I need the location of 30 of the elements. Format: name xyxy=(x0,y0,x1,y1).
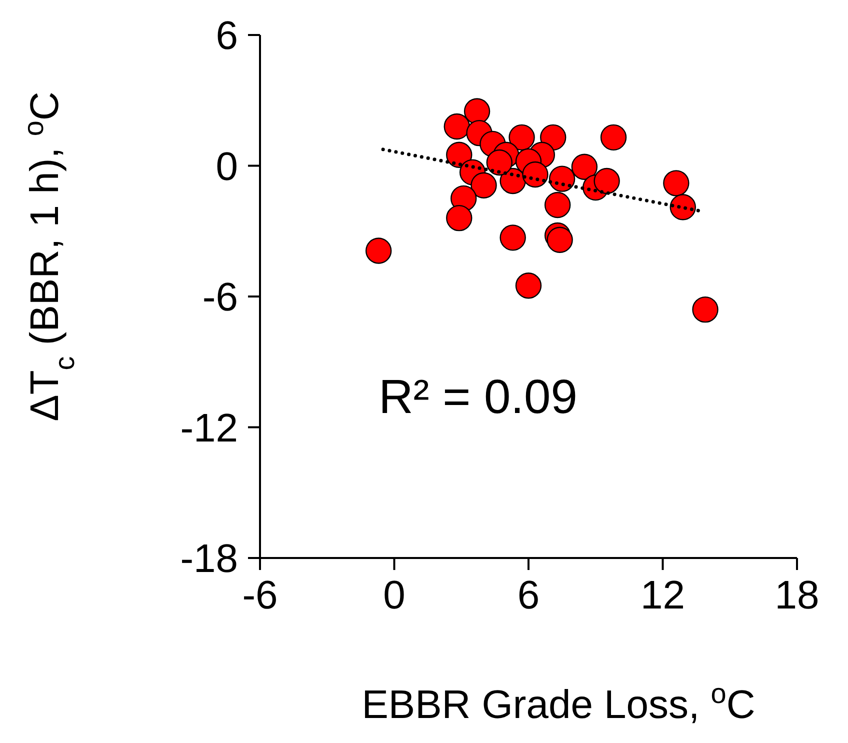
point xyxy=(470,172,497,198)
point xyxy=(548,166,576,192)
point xyxy=(594,168,620,194)
point xyxy=(522,161,548,188)
y-tick-label: -12 xyxy=(180,406,238,450)
x-tick-label: 12 xyxy=(640,573,685,618)
y-tick-label: 6 xyxy=(216,14,238,58)
point xyxy=(446,204,472,232)
point xyxy=(544,192,571,218)
point xyxy=(663,170,690,196)
point xyxy=(571,154,598,180)
x-axis-title: EBBR Grade Loss, $^{o}$C xyxy=(362,678,756,727)
y-tick-label: -6 xyxy=(202,276,238,320)
point xyxy=(464,98,490,124)
y-tick-label: -18 xyxy=(180,537,238,582)
x-tick-label: 18 xyxy=(774,573,820,618)
point xyxy=(486,149,513,176)
y-tick-label: 0 xyxy=(216,144,238,189)
annotation: R² = 0.09 xyxy=(378,371,578,424)
point xyxy=(670,194,696,220)
x-tick-label: 0 xyxy=(383,573,406,618)
x-tick-label: 6 xyxy=(517,573,540,618)
point xyxy=(500,224,526,251)
point xyxy=(444,113,470,140)
point xyxy=(692,296,718,323)
point xyxy=(600,124,627,151)
point xyxy=(546,226,573,253)
point xyxy=(508,124,535,151)
point xyxy=(515,272,542,299)
point xyxy=(365,238,392,264)
